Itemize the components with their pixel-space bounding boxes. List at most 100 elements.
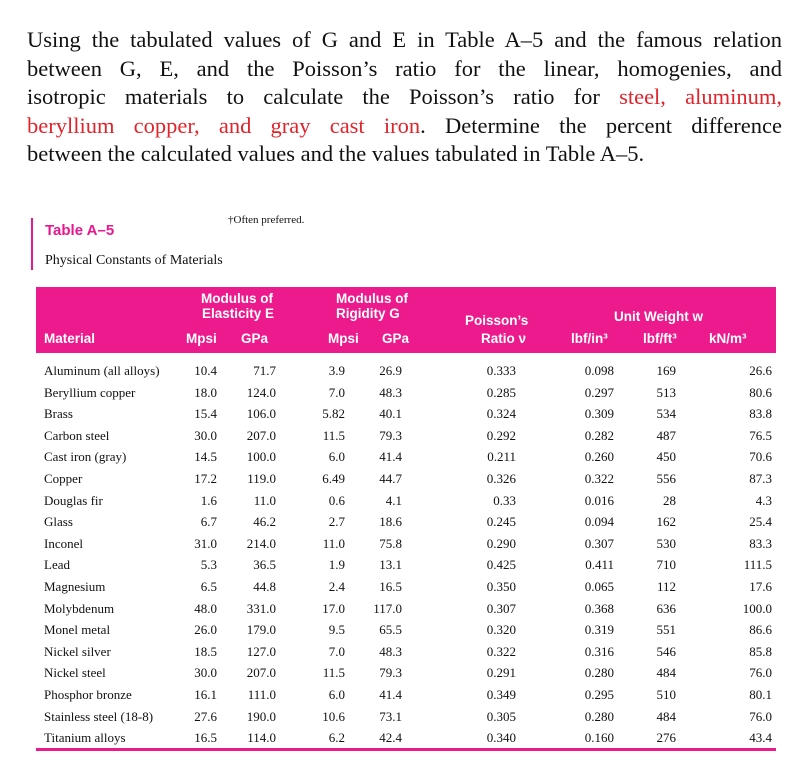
table-header: Material Modulus of Elasticity E Modulus… [36,287,776,353]
cell-material: Brass [44,406,73,422]
cell-g-mpsi: 17.0 [322,600,345,616]
cell-w-lbf-ft3: 636 [656,600,677,616]
cell-g-gpa: 18.6 [379,514,402,530]
header-poisson-2: Ratio ν [481,331,527,346]
cell-w-lbf-in3: 0.280 [584,665,614,681]
header-unit-weight: Unit Weight w [614,309,703,324]
cell-poisson: 0.290 [486,535,516,551]
header-rigidity-1: Modulus of [336,291,408,306]
cell-e-mpsi: 14.5 [194,449,217,465]
header-mpsi-e: Mpsi [186,331,217,346]
cell-w-kn-m3: 80.1 [749,686,772,702]
cell-g-mpsi: 11.5 [322,427,345,443]
cell-poisson: 0.211 [487,449,516,465]
cell-e-mpsi: 18.5 [194,643,217,659]
header-gpa-e: GPa [241,331,269,346]
cell-e-gpa: 111.0 [247,686,276,702]
cell-e-gpa: 119.0 [247,470,276,486]
cell-material: Monel metal [44,622,111,638]
cell-w-lbf-in3: 0.297 [584,384,614,400]
problem-line-5: between the calculated values and the va… [27,141,645,166]
cell-g-gpa: 16.5 [379,578,402,594]
table-bottom-rule [36,748,776,751]
cell-w-kn-m3: 26.6 [749,363,772,378]
cell-w-kn-m3: 83.8 [749,406,772,422]
cell-g-gpa: 48.3 [379,384,402,400]
cell-poisson: 0.324 [486,406,516,422]
cell-w-kn-m3: 76.5 [749,427,772,443]
cell-e-gpa: 71.7 [253,363,276,378]
cell-e-mpsi: 10.4 [194,363,217,378]
cell-material: Beryllium copper [44,384,136,400]
cell-g-mpsi: 11.0 [322,535,345,551]
cell-material: Stainless steel (18-8) [44,708,154,724]
cell-g-gpa: 42.4 [379,730,402,746]
cell-g-gpa: 44.7 [379,470,402,486]
cell-e-gpa: 114.0 [247,730,276,746]
cell-g-mpsi: 6.49 [322,470,345,486]
cell-g-mpsi: 0.6 [328,492,345,508]
table-row: Glass 6.7 46.2 2.7 18.6 0.245 0.094 162 25.4 [36,512,776,534]
table-row: Copper 17.2 119.0 6.49 44.7 0.326 0.322 556 87.3 [36,469,776,491]
cell-e-mpsi: 26.0 [194,622,217,638]
cell-w-lbf-in3: 0.368 [584,600,614,616]
cell-material: Inconel [44,535,83,551]
cell-w-lbf-in3: 0.094 [584,514,614,530]
cell-e-gpa: 124.0 [246,384,276,400]
header-gpa-g: GPa [382,331,410,346]
cell-poisson: 0.340 [486,730,516,746]
table-row: Phosphor bronze 16.1 111.0 6.0 41.4 0.349 0.29… [36,685,776,707]
table-row: Magnesium 6.5 44.8 2.4 16.5 0.350 0.065 112 17.6 [36,577,776,599]
cell-w-lbf-ft3: 556 [656,470,677,486]
cell-w-lbf-ft3: 530 [656,535,677,551]
cell-poisson: 0.425 [486,557,516,573]
cell-e-mpsi: 30.0 [194,665,217,681]
cell-g-gpa: 79.3 [379,665,402,681]
cell-w-lbf-ft3: 276 [656,730,677,746]
header-material: Material [44,331,96,346]
header-kn-m3: kN/m³ [709,331,747,346]
cell-material: Douglas fir [44,492,103,508]
cell-material: Nickel steel [44,665,106,681]
footnote-often-preferred: †Often preferred. [228,214,305,226]
highlight-materials-2: beryllium copper, and gray cast iron [27,112,421,138]
cell-poisson: 0.291 [486,665,516,681]
cell-g-gpa: 65.5 [379,622,402,638]
table-subtitle: Physical Constants of Materials [45,253,223,268]
cell-poisson: 0.322 [486,643,516,659]
cell-w-lbf-in3: 0.319 [584,622,614,638]
cell-e-gpa: 127.0 [246,643,276,659]
cell-w-kn-m3: 17.6 [749,578,772,594]
table-row: Douglas fir 1.6 11.0 0.6 4.1 0.33 0.016 28 4.3 [36,491,776,513]
cell-poisson: 0.292 [486,427,516,443]
table-row: Nickel silver 18.5 127.0 7.0 48.3 0.322 0.316 5… [36,642,776,664]
cell-w-kn-m3: 111.5 [743,557,772,573]
cell-w-lbf-in3: 0.065 [584,578,614,594]
cell-material: Aluminum (all alloys) [44,363,160,378]
cell-e-mpsi: 17.2 [194,470,217,486]
cell-w-lbf-ft3: 484 [656,665,677,681]
cell-e-gpa: 214.0 [246,535,276,551]
header-lbf-ft3: lbf/ft³ [643,331,677,346]
cell-material: Nickel silver [44,643,111,659]
cell-w-lbf-ft3: 28 [663,492,676,508]
cell-w-lbf-ft3: 710 [656,557,677,573]
cell-e-mpsi: 15.4 [194,406,217,422]
cell-g-gpa: 4.1 [385,492,402,508]
header-elasticity-1: Modulus of [201,291,273,306]
cell-e-mpsi: 5.3 [200,557,217,573]
cell-g-gpa: 41.4 [379,686,402,702]
cell-g-gpa: 79.3 [379,427,402,443]
cell-w-lbf-in3: 0.295 [584,686,614,702]
cell-w-lbf-in3: 0.280 [584,708,614,724]
header-poisson-1: Poisson’s [465,313,529,328]
cell-w-lbf-ft3: 162 [656,514,677,530]
cell-w-lbf-ft3: 534 [656,406,677,422]
cell-poisson: 0.33 [493,492,516,508]
cell-w-kn-m3: 80.6 [749,384,772,400]
cell-w-kn-m3: 83.3 [749,535,772,551]
cell-material: Copper [44,470,83,486]
cell-g-mpsi: 5.82 [322,406,345,422]
cell-g-gpa: 26.9 [379,363,402,378]
cell-g-mpsi: 3.9 [328,363,345,378]
